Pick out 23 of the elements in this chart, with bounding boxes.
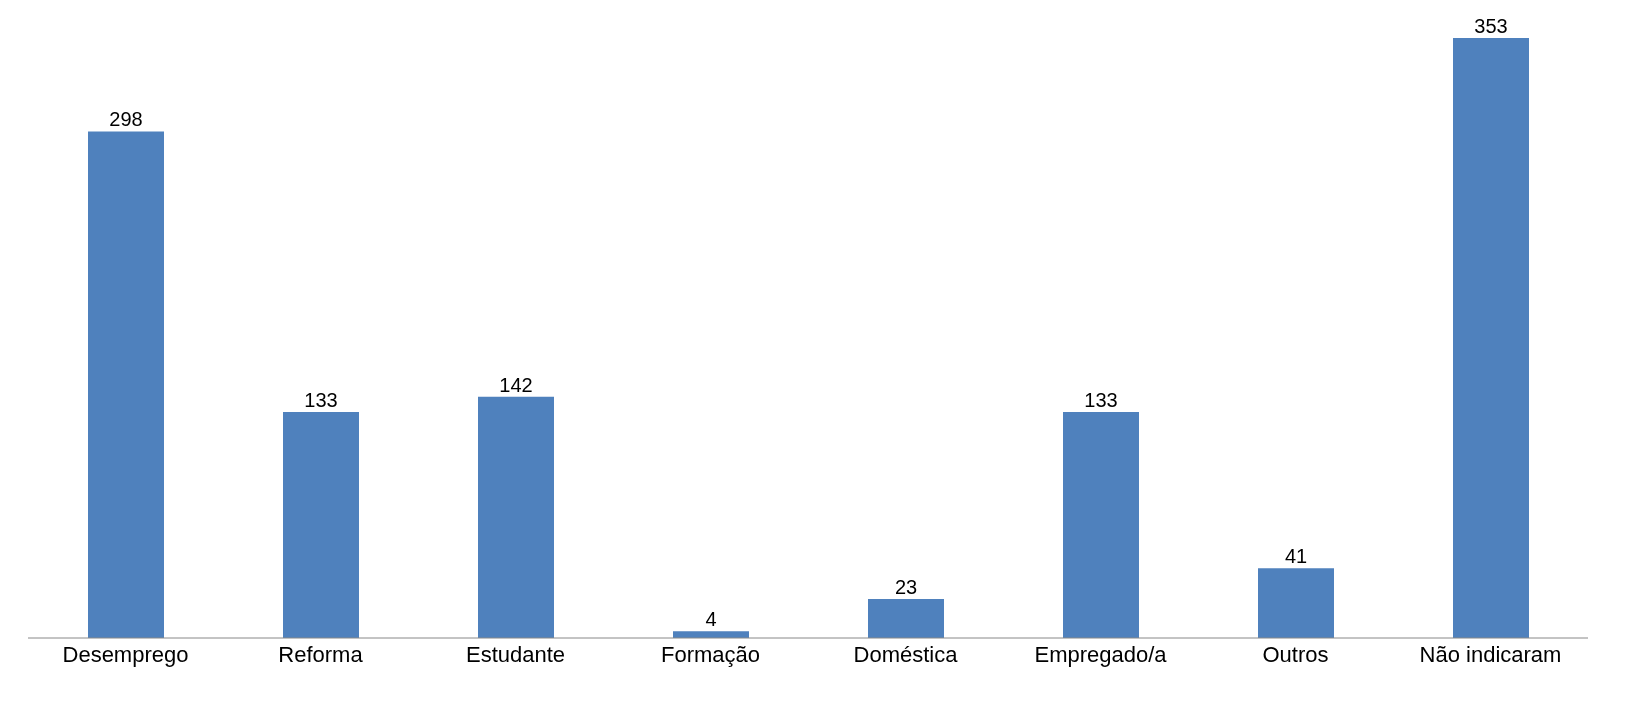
bar bbox=[283, 411, 359, 638]
data-label: 142 bbox=[499, 373, 533, 396]
x-tick-label: Doméstica bbox=[853, 641, 959, 667]
bar bbox=[1453, 38, 1529, 638]
bar bbox=[1063, 411, 1139, 638]
bar bbox=[88, 131, 164, 638]
x-tick-label: Desemprego bbox=[62, 641, 189, 667]
data-label: 41 bbox=[1284, 545, 1308, 568]
data-label: 353 bbox=[1474, 15, 1508, 37]
data-label: 4 bbox=[705, 608, 717, 631]
data-label: 133 bbox=[1084, 388, 1118, 411]
x-tick-label: Outros bbox=[1262, 641, 1329, 667]
x-tick-label: Formação bbox=[660, 641, 761, 667]
data-label: 23 bbox=[894, 575, 918, 598]
bar bbox=[1258, 568, 1334, 638]
data-label: 298 bbox=[109, 108, 143, 131]
x-tick-label: Estudante bbox=[465, 641, 566, 667]
x-tick-label: Reforma bbox=[278, 641, 364, 667]
x-tick-label: Empregado/a bbox=[1034, 641, 1168, 667]
bar bbox=[868, 598, 944, 638]
x-tick-label: Não indicaram bbox=[1419, 641, 1562, 667]
data-label: 133 bbox=[304, 388, 338, 411]
bar bbox=[478, 396, 554, 638]
